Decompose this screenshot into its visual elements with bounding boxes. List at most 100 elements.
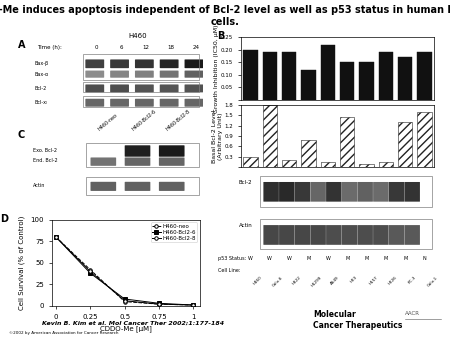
Line: H460-Bcl2-6: H460-Bcl2-6 bbox=[54, 235, 195, 307]
Bar bbox=[378, 162, 393, 167]
FancyBboxPatch shape bbox=[184, 71, 203, 78]
Y-axis label: Cell Survival (% of Control): Cell Survival (% of Control) bbox=[18, 216, 25, 310]
Text: W: W bbox=[267, 257, 272, 261]
H460-Bcl2-6 bbox=[191, 303, 196, 307]
Bar bbox=[359, 62, 374, 100]
FancyBboxPatch shape bbox=[373, 225, 389, 245]
Text: Cancer Therapeutics: Cancer Therapeutics bbox=[313, 320, 402, 330]
Text: Actin: Actin bbox=[239, 223, 252, 228]
Text: 18: 18 bbox=[167, 45, 174, 50]
FancyBboxPatch shape bbox=[389, 225, 404, 245]
Text: A549: A549 bbox=[330, 275, 340, 286]
FancyBboxPatch shape bbox=[184, 99, 203, 107]
Text: H226: H226 bbox=[388, 275, 398, 286]
Text: H460-Bcl2-8: H460-Bcl2-8 bbox=[165, 109, 191, 132]
Text: 24: 24 bbox=[192, 45, 199, 50]
H460-Bcl2-8 bbox=[191, 303, 196, 307]
Bar bbox=[243, 157, 258, 167]
Bar bbox=[260, 176, 432, 207]
Text: PC-3: PC-3 bbox=[407, 275, 417, 285]
Line: H460-neo: H460-neo bbox=[54, 235, 195, 307]
FancyBboxPatch shape bbox=[357, 182, 373, 202]
Text: H460-Bcl2-6: H460-Bcl2-6 bbox=[130, 109, 157, 132]
FancyBboxPatch shape bbox=[160, 99, 179, 107]
Bar bbox=[86, 177, 199, 195]
FancyBboxPatch shape bbox=[86, 71, 104, 78]
FancyBboxPatch shape bbox=[110, 59, 129, 68]
Bar bbox=[243, 50, 258, 100]
FancyBboxPatch shape bbox=[159, 145, 184, 157]
FancyBboxPatch shape bbox=[86, 99, 104, 107]
H460-Bcl2-8 bbox=[53, 235, 58, 239]
H460-Bcl2-6 bbox=[122, 297, 127, 301]
H460-Bcl2-8 bbox=[122, 299, 127, 303]
H460-neo bbox=[191, 303, 196, 307]
FancyBboxPatch shape bbox=[342, 182, 357, 202]
FancyBboxPatch shape bbox=[405, 225, 420, 245]
FancyBboxPatch shape bbox=[326, 182, 342, 202]
Bar bbox=[282, 160, 297, 167]
Text: Bcl-xₗ: Bcl-xₗ bbox=[35, 100, 48, 105]
Text: A: A bbox=[18, 40, 25, 50]
Text: H460: H460 bbox=[128, 33, 147, 40]
FancyBboxPatch shape bbox=[135, 84, 154, 92]
Text: N: N bbox=[423, 257, 427, 261]
FancyBboxPatch shape bbox=[184, 59, 203, 68]
H460-Bcl2-6 bbox=[53, 235, 58, 239]
H460-Bcl2-6 bbox=[156, 301, 162, 305]
Text: D: D bbox=[0, 214, 8, 224]
Y-axis label: Growth Inhibition (IC50, μM): Growth Inhibition (IC50, μM) bbox=[215, 24, 220, 113]
FancyBboxPatch shape bbox=[405, 182, 420, 202]
Text: Calu-1: Calu-1 bbox=[427, 275, 439, 287]
FancyBboxPatch shape bbox=[135, 99, 154, 107]
FancyBboxPatch shape bbox=[86, 59, 104, 68]
Text: Bcl-2: Bcl-2 bbox=[239, 179, 252, 185]
FancyBboxPatch shape bbox=[125, 145, 150, 157]
Legend: H460-neo, H460-Bcl2-6, H460-Bcl2-8: H460-neo, H460-Bcl2-6, H460-Bcl2-8 bbox=[151, 222, 198, 242]
Text: Exo. Bcl-2: Exo. Bcl-2 bbox=[33, 148, 57, 153]
Text: M: M bbox=[345, 257, 349, 261]
FancyBboxPatch shape bbox=[295, 182, 310, 202]
Text: 12: 12 bbox=[143, 45, 149, 50]
Text: 6: 6 bbox=[120, 45, 123, 50]
FancyBboxPatch shape bbox=[110, 99, 129, 107]
H460-neo bbox=[156, 302, 162, 306]
Text: p53 Status:: p53 Status: bbox=[217, 257, 246, 261]
Line: H460-Bcl2-8: H460-Bcl2-8 bbox=[54, 235, 195, 307]
Text: M: M bbox=[306, 257, 310, 261]
Bar bbox=[359, 164, 374, 167]
Y-axis label: Basal Bcl-2 Level
(Arbitrary Unit): Basal Bcl-2 Level (Arbitrary Unit) bbox=[212, 110, 223, 163]
FancyBboxPatch shape bbox=[135, 71, 154, 78]
H460-Bcl2-8 bbox=[88, 269, 93, 273]
FancyBboxPatch shape bbox=[110, 71, 129, 78]
Text: Bax-α: Bax-α bbox=[35, 72, 49, 77]
Bar bbox=[262, 52, 277, 100]
H460-Bcl2-6 bbox=[88, 271, 93, 275]
FancyBboxPatch shape bbox=[159, 158, 184, 166]
FancyBboxPatch shape bbox=[184, 84, 203, 92]
Text: Time (h):: Time (h): bbox=[36, 45, 62, 50]
Bar bbox=[340, 62, 355, 100]
Text: Bax-β: Bax-β bbox=[35, 61, 49, 66]
FancyBboxPatch shape bbox=[357, 225, 373, 245]
Text: Cell Line:: Cell Line: bbox=[217, 268, 240, 273]
Text: W: W bbox=[287, 257, 292, 261]
FancyBboxPatch shape bbox=[125, 182, 150, 191]
Text: H322: H322 bbox=[291, 275, 302, 286]
FancyBboxPatch shape bbox=[90, 158, 116, 166]
Bar bbox=[83, 82, 199, 92]
Text: B: B bbox=[217, 31, 225, 41]
FancyBboxPatch shape bbox=[86, 84, 104, 92]
Bar bbox=[340, 117, 355, 167]
FancyBboxPatch shape bbox=[110, 84, 129, 92]
FancyBboxPatch shape bbox=[160, 59, 179, 68]
Text: H157: H157 bbox=[369, 275, 379, 286]
Bar bbox=[83, 54, 199, 80]
Text: End. Bcl-2: End. Bcl-2 bbox=[33, 158, 58, 163]
Text: Calu-6: Calu-6 bbox=[272, 275, 284, 287]
Bar bbox=[83, 96, 199, 107]
Bar bbox=[260, 219, 432, 249]
X-axis label: CDDO-Me [μM]: CDDO-Me [μM] bbox=[100, 325, 152, 332]
FancyBboxPatch shape bbox=[263, 225, 279, 245]
Text: ©2002 by American Association for Cancer Research: ©2002 by American Association for Cancer… bbox=[9, 331, 118, 335]
